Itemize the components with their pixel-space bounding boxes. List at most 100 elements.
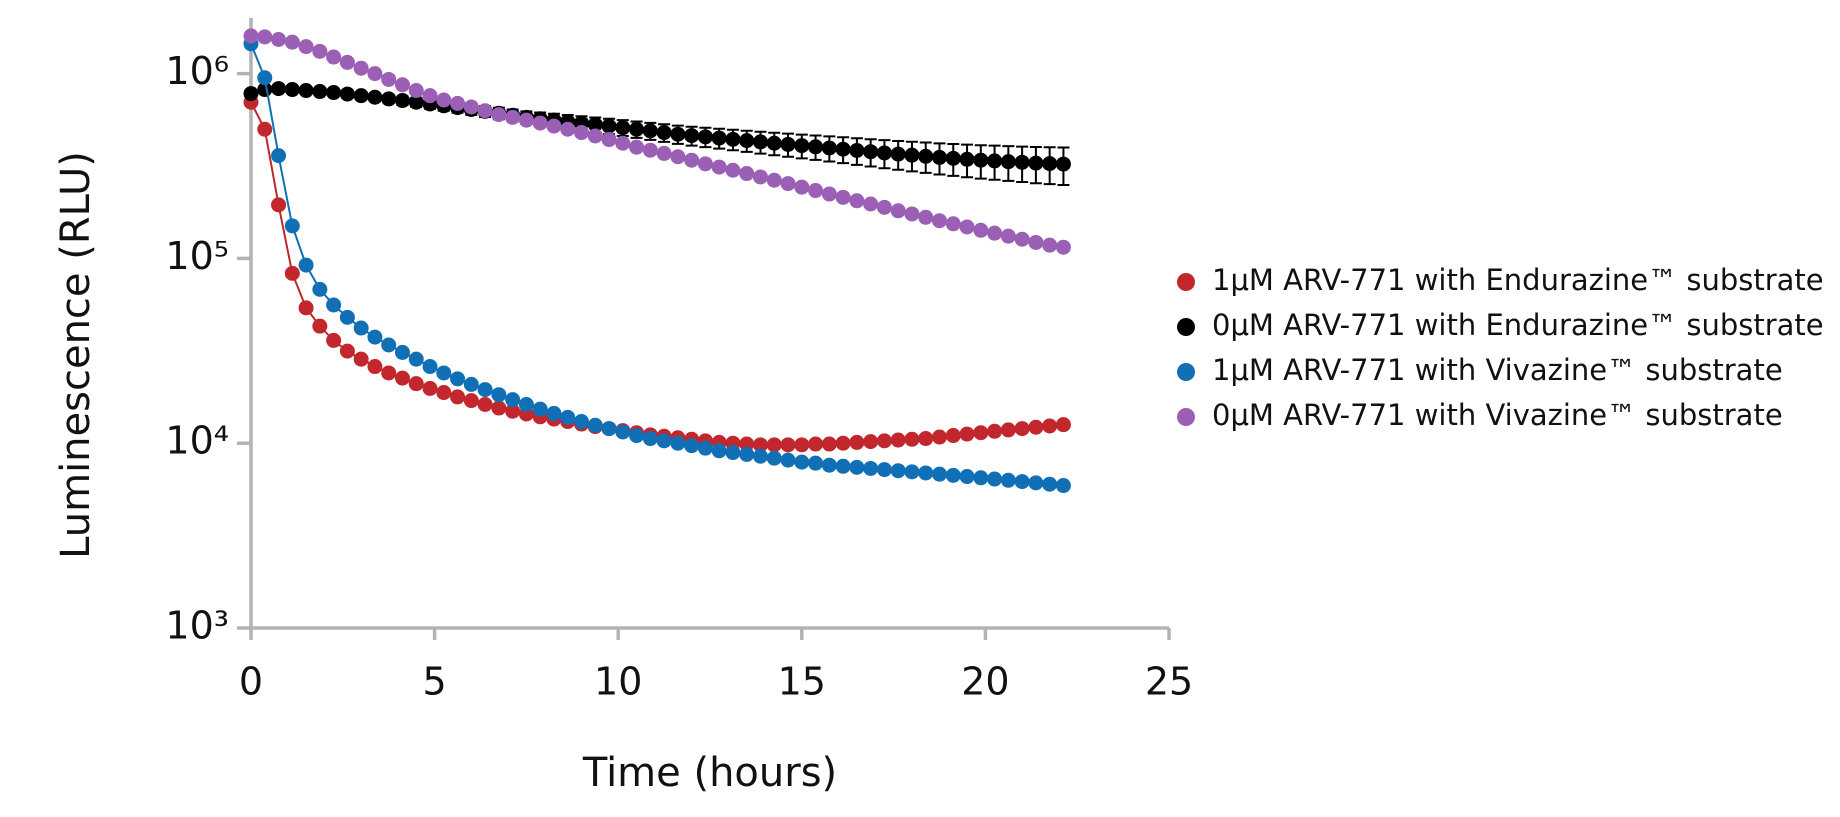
data-point xyxy=(1000,154,1016,170)
data-point xyxy=(835,435,851,451)
data-point xyxy=(463,376,479,392)
data-point xyxy=(1014,421,1030,437)
data-point xyxy=(284,218,300,234)
data-point xyxy=(752,169,768,185)
legend-label: 1μM ARV-771 with Endurazine™ substrate xyxy=(1212,263,1824,297)
data-point xyxy=(863,196,879,212)
data-point xyxy=(353,351,369,367)
data-point xyxy=(876,462,892,478)
data-point xyxy=(890,463,906,479)
data-point xyxy=(808,436,824,452)
data-point xyxy=(477,382,493,398)
data-point xyxy=(684,152,700,168)
x-tick-label: 0 xyxy=(239,660,263,704)
data-point xyxy=(326,49,342,65)
data-point xyxy=(932,149,947,165)
legend-label: 1μM ARV-771 with Vivazine™ substrate xyxy=(1212,353,1783,387)
data-point xyxy=(1028,475,1044,491)
data-point xyxy=(1014,154,1030,170)
data-point xyxy=(1028,234,1044,250)
x-tick-label: 25 xyxy=(1145,660,1193,704)
data-point xyxy=(505,403,521,419)
data-point xyxy=(684,438,700,454)
data-point xyxy=(904,431,920,447)
data-point xyxy=(367,89,383,105)
data-point xyxy=(780,452,796,468)
data-point xyxy=(752,437,768,453)
data-point xyxy=(339,309,355,325)
data-point xyxy=(725,131,741,147)
data-point xyxy=(587,117,603,133)
data-point xyxy=(863,144,879,160)
data-point xyxy=(904,206,920,222)
data-point xyxy=(808,183,824,199)
data-point xyxy=(794,179,810,195)
data-point xyxy=(463,393,479,409)
data-point xyxy=(505,109,521,125)
data-point xyxy=(298,300,314,316)
data-point xyxy=(1055,239,1071,255)
data-point xyxy=(1055,478,1071,494)
data-point xyxy=(284,34,300,50)
data-point xyxy=(271,31,287,47)
data-point xyxy=(394,77,410,93)
data-point xyxy=(1042,156,1058,172)
data-point xyxy=(739,436,755,452)
y-tick-label: 10⁵ xyxy=(165,234,229,278)
data-point xyxy=(642,431,658,447)
data-point xyxy=(752,134,768,150)
data-point xyxy=(505,392,521,408)
x-tick-label: 15 xyxy=(778,660,826,704)
data-point xyxy=(422,359,438,375)
data-point xyxy=(780,176,796,192)
data-point xyxy=(780,437,796,453)
data-point xyxy=(697,129,713,145)
data-point xyxy=(918,465,934,481)
data-point xyxy=(945,216,961,232)
data-point xyxy=(381,337,397,353)
data-point xyxy=(615,135,631,151)
data-point xyxy=(959,469,975,485)
data-point xyxy=(1000,228,1016,244)
data-point xyxy=(326,332,342,348)
data-point xyxy=(381,71,397,87)
data-point xyxy=(587,417,603,433)
data-point xyxy=(711,130,727,146)
data-point xyxy=(1028,155,1044,171)
x-axis-title: Time (hours) xyxy=(582,750,837,796)
data-point xyxy=(959,151,975,167)
data-point xyxy=(629,428,645,444)
data-point xyxy=(642,142,658,158)
data-point xyxy=(353,320,369,336)
data-point xyxy=(491,387,507,403)
data-point xyxy=(835,189,851,205)
data-point xyxy=(243,28,259,44)
x-tick-label: 20 xyxy=(961,660,1009,704)
data-point xyxy=(339,54,355,70)
data-point xyxy=(284,265,300,281)
data-point xyxy=(752,448,768,464)
data-point xyxy=(670,435,686,451)
data-point xyxy=(670,149,686,165)
data-point xyxy=(1042,476,1058,492)
data-point xyxy=(450,389,466,405)
x-tick-label: 10 xyxy=(594,660,642,704)
data-point xyxy=(450,371,466,387)
data-point xyxy=(1014,474,1030,490)
data-point xyxy=(821,186,837,202)
data-point xyxy=(918,148,934,164)
data-point xyxy=(573,125,589,141)
data-point xyxy=(312,43,328,59)
data-point xyxy=(367,66,383,82)
data-point xyxy=(697,440,713,456)
data-point xyxy=(794,138,810,154)
data-point xyxy=(271,81,287,97)
data-point xyxy=(739,133,755,149)
data-point xyxy=(560,121,576,137)
data-point xyxy=(987,471,1003,487)
data-point xyxy=(394,370,410,386)
data-point xyxy=(766,172,782,188)
data-point xyxy=(890,146,906,162)
data-point xyxy=(794,454,810,470)
data-point xyxy=(739,166,755,182)
